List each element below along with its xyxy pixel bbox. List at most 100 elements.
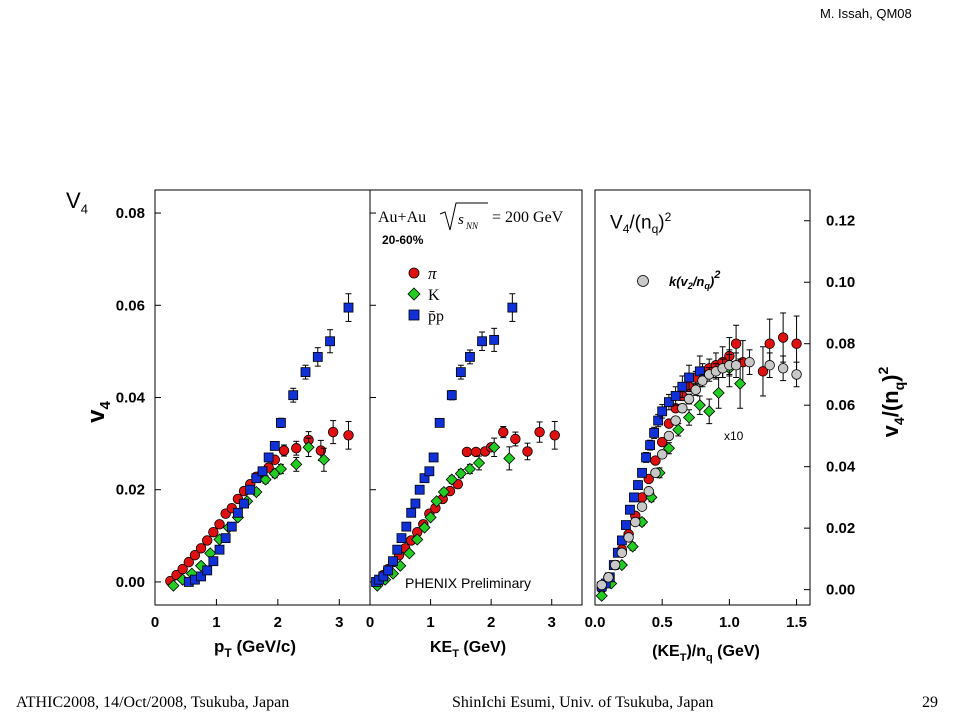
x-tick-label: 1.5 [786, 614, 807, 631]
y-axis-title-right: v4/(nq)2 [875, 366, 907, 437]
data-point-square [245, 484, 256, 495]
data-point-square [208, 556, 219, 567]
panel-1-frame [154, 189, 371, 606]
data-point-square [325, 336, 335, 347]
data-point-square [641, 452, 651, 463]
data-point-square [657, 406, 668, 417]
y-tick-label: 0.00 [826, 582, 855, 599]
data-point-circle [764, 338, 775, 349]
y-tick-label: 0.04 [116, 390, 146, 407]
phenix-preliminary-label: PHENIX Preliminary [405, 575, 531, 591]
data-point-square [410, 498, 421, 509]
data-point-diamond [595, 589, 608, 602]
data-point-square [220, 533, 231, 544]
data-point-diamond [472, 456, 486, 470]
x-tick-label: 3 [335, 614, 343, 631]
data-point-circle [757, 366, 769, 377]
data-point-square [202, 565, 213, 576]
y-tick-label: 0.08 [826, 336, 855, 353]
data-point-diamond [454, 467, 467, 480]
data-point-diamond [734, 377, 747, 390]
data-point-square [226, 521, 237, 532]
axis-ticks: 0 1 2 3 0.00 0.02 0.04 0.06 0.08 0 1 2 3 0.0 0.5 1.0 1.5… [116, 205, 856, 631]
data-point-diamond [445, 473, 458, 486]
data-point-square [670, 391, 681, 401]
data-point-square [477, 336, 487, 347]
data-point-circle [656, 449, 668, 460]
x-axis-title-3: (KET)/nq (GeV) [652, 643, 760, 664]
legend: π K p̄p [407, 264, 444, 325]
legend-label-scaled-v2: k(v2/nq)2 [669, 269, 720, 291]
data-point-diamond [712, 386, 725, 399]
data-point-square [388, 556, 398, 567]
data-point-circle [777, 332, 789, 343]
x-tick-label: 2 [487, 614, 495, 631]
x-tick-label: 0.5 [652, 614, 673, 631]
data-point-diamond [430, 495, 443, 508]
data-point-square [401, 521, 412, 532]
data-point-diamond [682, 411, 696, 424]
data-point-circle [327, 426, 339, 438]
data-point-circle [461, 446, 473, 458]
data-point-diamond [259, 473, 272, 486]
y-tick-label: 0.10 [826, 274, 855, 291]
y-tick-label: 0.08 [116, 205, 145, 222]
data-point-circle [683, 393, 695, 405]
y-tick-label: 0.06 [826, 397, 855, 414]
data-point-circle [623, 532, 634, 543]
data-point-diamond [411, 533, 424, 546]
data-point-square [263, 452, 274, 463]
data-point-square [257, 466, 268, 477]
data-point-circle [670, 415, 681, 426]
x-tick-label: 1.0 [719, 614, 740, 631]
y-tick-label: 0.02 [826, 520, 855, 537]
x-tick-label: 1 [426, 614, 434, 631]
data-point-square [507, 302, 518, 313]
y-tick-label: 0.02 [116, 482, 145, 499]
data-point-circle [195, 543, 207, 554]
sqrt-snn-symbol: s NN [439, 202, 488, 231]
data-point-square [621, 520, 631, 530]
data-point-square [269, 441, 280, 451]
data-point-square [637, 467, 647, 478]
data-point-circle [278, 445, 290, 456]
data-point-circle [534, 426, 545, 438]
legend-label-proton: p̄p [428, 308, 444, 325]
svg-text:NN: NN [465, 221, 479, 231]
data-point-circle [730, 360, 742, 371]
data-point-circle [630, 516, 641, 528]
legend-marker-proton [408, 309, 420, 321]
data-point-diamond [274, 462, 287, 476]
y-tick-label: 0.12 [826, 213, 855, 230]
data-point-circle [510, 433, 521, 445]
data-point-square [694, 366, 705, 377]
data-point-square [196, 571, 206, 582]
data-point-circle [643, 486, 654, 497]
author-note: M. Issah, QM08 [820, 6, 912, 21]
data-point-diamond [503, 452, 516, 465]
data-point-diamond [693, 399, 706, 412]
data-point-square [633, 480, 643, 491]
data-point-diamond [463, 462, 477, 476]
footer-author: ShinIchi Esumi, Univ. of Tsukuba, Japan [452, 694, 714, 711]
data-point-square [684, 372, 694, 383]
data-point-circle [609, 559, 621, 571]
data-point-square [406, 507, 417, 518]
footer-conference: ATHIC2008, 14/Oct/2008, Tsukuba, Japan [16, 694, 290, 711]
data-point-square [343, 302, 354, 313]
x-tick-label: 0 [366, 614, 374, 631]
data-point-square [664, 397, 674, 408]
x-tick-label: 1 [212, 614, 220, 631]
legend-label-pion: π [428, 264, 437, 283]
data-point-square [446, 390, 457, 401]
x-tick-label: 2 [274, 614, 282, 631]
data-point-square [239, 498, 249, 509]
data-point-diamond [662, 442, 675, 455]
data-point-circle [470, 446, 482, 458]
v4-title-left: V4 [66, 188, 88, 217]
x10-annotation: x10 [724, 429, 744, 443]
data-point-square [383, 565, 394, 576]
data-point-circle [744, 356, 755, 368]
data-point-square [288, 390, 299, 401]
legend-marker-scaled-v2 [637, 275, 649, 287]
